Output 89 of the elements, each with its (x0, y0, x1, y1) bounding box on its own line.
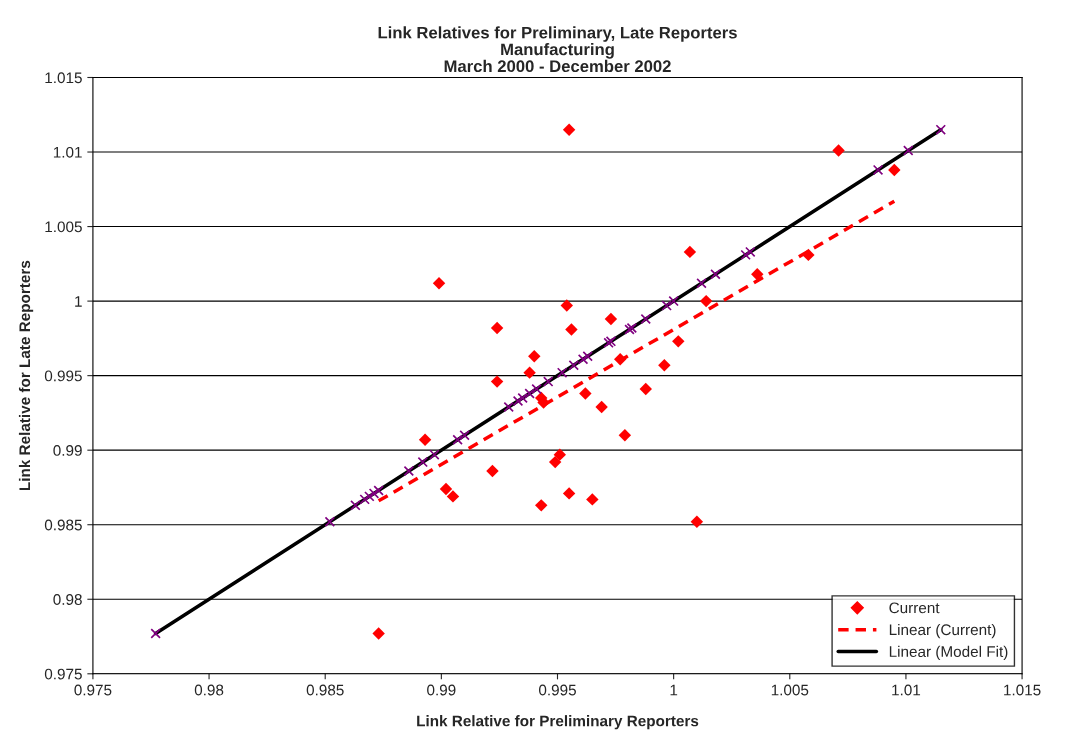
point (579, 387, 592, 400)
point (324, 516, 336, 527)
point (150, 628, 161, 639)
y-tick-label: 1.01 (53, 146, 82, 158)
point (745, 246, 756, 258)
point (548, 455, 562, 469)
point (640, 313, 651, 325)
point (542, 376, 554, 387)
legend-label: Linear (Model Fit) (889, 645, 1008, 661)
point (562, 123, 576, 136)
point (740, 249, 751, 261)
x-tick-label: 1.015 (1004, 684, 1041, 696)
x-tick-label: 0.99 (427, 684, 456, 696)
point (373, 485, 384, 496)
point (604, 312, 618, 326)
point (459, 430, 470, 441)
y-tick-label: 0.98 (53, 594, 82, 605)
point (486, 464, 499, 478)
point (535, 499, 548, 512)
y-tick-label: 0.985 (44, 519, 82, 531)
point (503, 401, 514, 413)
point (658, 359, 671, 372)
point (429, 449, 440, 460)
point (524, 388, 535, 399)
point (595, 400, 608, 414)
point (672, 335, 685, 348)
chart-title: Link Relatives for Preliminary, Late Reporters Manufacturing March 2000 - December 2002 (378, 26, 737, 73)
point (350, 500, 361, 511)
point (903, 145, 914, 156)
point (802, 248, 815, 262)
y-tick-label: 1.015 (45, 72, 82, 84)
point (364, 491, 375, 502)
point (490, 375, 504, 388)
point (618, 429, 632, 442)
point (560, 299, 573, 312)
x-tick-label: 0.98 (194, 684, 224, 696)
point (577, 354, 589, 365)
point (661, 300, 672, 311)
y-axis-title: Link Relative for Late Reporters (18, 260, 34, 491)
point (372, 627, 385, 640)
point (517, 392, 528, 404)
point (568, 359, 579, 371)
x-axis-title: Link Relative for Preliminary Reporters (417, 715, 699, 730)
point (523, 366, 536, 379)
point (512, 395, 524, 407)
y-tick-label: 1.005 (45, 221, 82, 233)
point (696, 277, 707, 289)
point (432, 277, 446, 290)
point (639, 382, 652, 396)
point (668, 295, 679, 307)
x-tick-label: 1.01 (892, 684, 921, 696)
y-tick-label: 0.975 (44, 668, 82, 680)
point (586, 493, 599, 506)
legend-label: Linear (Current) (889, 623, 996, 639)
x-tick-label: 0.985 (306, 684, 344, 696)
point (418, 433, 432, 446)
point (562, 487, 576, 500)
point (832, 144, 845, 157)
point (872, 164, 884, 176)
point (528, 350, 541, 363)
y-tick-label: 0.995 (44, 370, 82, 382)
point (439, 482, 453, 496)
point (403, 465, 415, 477)
point (490, 321, 504, 335)
point (452, 434, 463, 445)
x-tick-label: 0.995 (538, 684, 576, 696)
point (710, 269, 721, 280)
point (614, 353, 627, 366)
point (935, 124, 947, 135)
point (359, 494, 370, 505)
point (368, 488, 380, 499)
point (683, 245, 697, 259)
y-tick-label: 1 (75, 296, 82, 307)
point (446, 490, 460, 503)
point (553, 448, 567, 461)
point (582, 351, 593, 362)
x-tick-label: 0.975 (74, 684, 112, 696)
point (531, 383, 542, 395)
point (565, 323, 578, 336)
point (690, 515, 704, 528)
point (751, 268, 764, 281)
y-tick-label: 0.99 (53, 445, 82, 456)
x-tick-label: 1.005 (771, 684, 809, 696)
point (556, 367, 568, 378)
x-tick-label: 1 (670, 684, 678, 696)
point (888, 163, 901, 177)
point (417, 456, 428, 468)
legend-label: Current (889, 602, 940, 614)
point (699, 294, 713, 308)
